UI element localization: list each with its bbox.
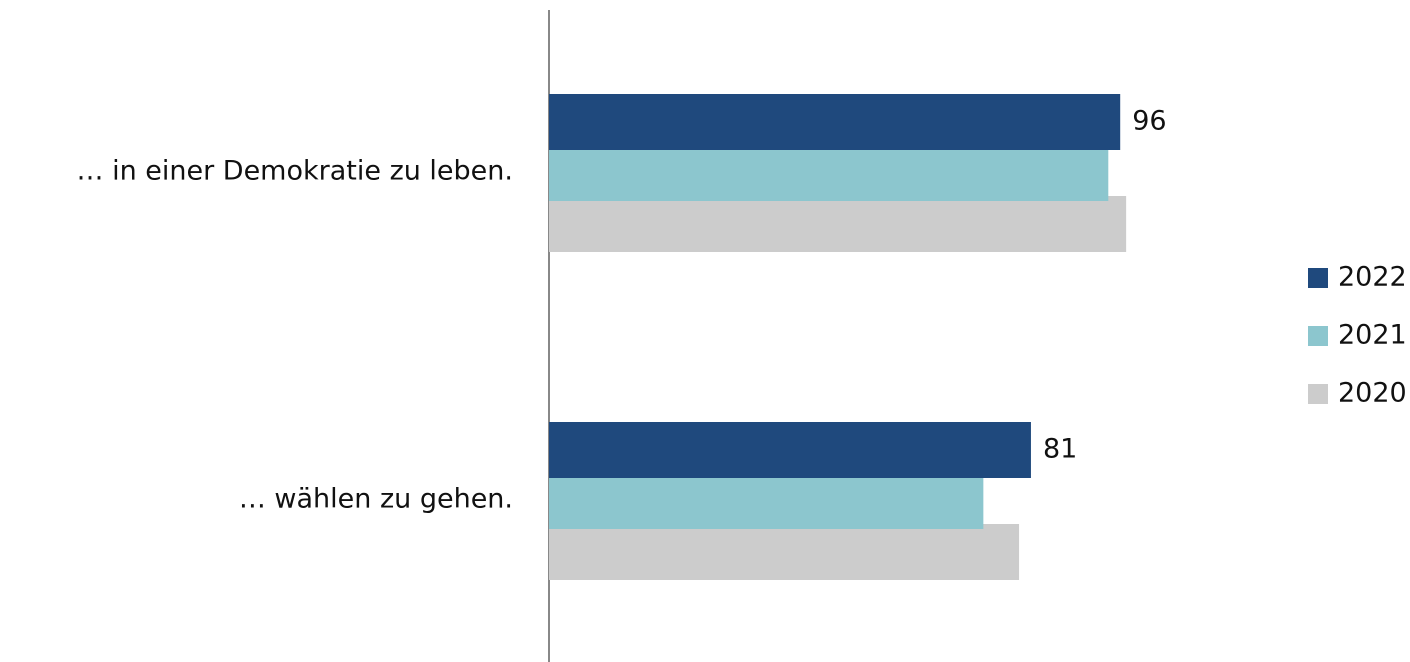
bar: [549, 422, 1031, 478]
bar: [549, 524, 1020, 580]
category-label: … wählen zu gehen.: [239, 484, 513, 515]
legend-swatch: [1308, 384, 1328, 404]
value-label: 81: [1043, 434, 1077, 465]
legend-swatch: [1308, 268, 1328, 288]
bar: [549, 94, 1121, 150]
legend-label: 2021: [1338, 320, 1407, 351]
bar: [549, 196, 1127, 252]
legend-swatch: [1308, 326, 1328, 346]
bar: [549, 473, 984, 529]
category-label: … in einer Demokratie zu leben.: [76, 156, 513, 187]
bar: [549, 145, 1109, 201]
legend-label: 2022: [1338, 262, 1407, 293]
legend-label: 2020: [1338, 378, 1407, 409]
value-label: 96: [1132, 106, 1166, 137]
